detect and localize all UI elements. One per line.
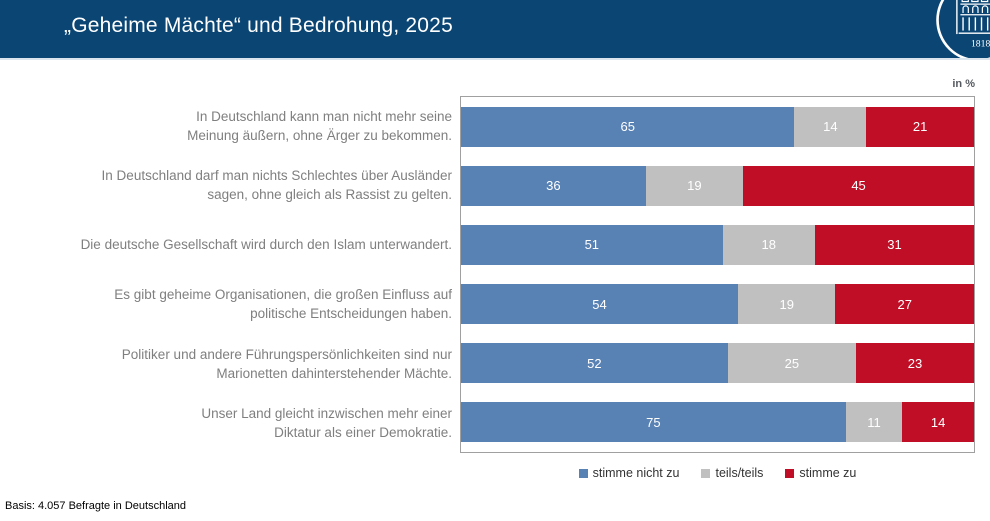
university-seal-icon: 1818 xyxy=(936,0,990,58)
legend-item: stimme nicht zu xyxy=(578,466,680,480)
header-bar: „Geheime Mächte“ und Bedrohung, 2025 181… xyxy=(0,0,990,60)
bar-value: 45 xyxy=(851,178,866,194)
category-labels: In Deutschland kann man nicht mehr seine… xyxy=(0,96,460,453)
basis-note: Basis: 4.057 Befragte in Deutschland xyxy=(5,500,187,512)
chart: in % In Deutschland kann man nicht mehr … xyxy=(0,78,990,480)
category-label-text: In Deutschland kann man nicht mehr seine… xyxy=(187,108,452,143)
stacked-bar: 65 14 21 xyxy=(461,106,974,147)
stacked-bar: 52 25 23 xyxy=(461,343,974,384)
bar-value: 31 xyxy=(887,237,902,253)
bar-segment-teils-teils: 19 xyxy=(645,165,744,206)
bar-value: 14 xyxy=(930,414,946,430)
bar-segment-stimme-zu: 45 xyxy=(743,165,974,206)
legend-swatch xyxy=(785,468,795,478)
bar-row: 52 25 23 xyxy=(461,334,974,393)
category-label: Die deutsche Gesellschaft wird durch den… xyxy=(0,215,460,275)
bar-segment-teils-teils: 18 xyxy=(722,224,815,265)
bar-row: 51 18 31 xyxy=(461,215,974,274)
category-label: Politiker und andere Führungspersönlichk… xyxy=(0,334,460,394)
bar-segment-teils-teils: 19 xyxy=(738,284,836,325)
legend-item: stimme zu xyxy=(785,466,856,480)
bar-value: 21 xyxy=(912,119,928,135)
plot-area: 65 14 21 36 19 45 51 18 31 54 19 27 52 25 23 75 11 14 xyxy=(460,96,975,453)
category-label: In Deutschland darf man nichts Schlechte… xyxy=(0,156,460,216)
bar-value: 27 xyxy=(897,296,912,312)
category-label: Unser Land gleicht inzwischen mehr einer… xyxy=(0,394,460,454)
stacked-bar: 51 18 31 xyxy=(461,224,974,265)
bar-value: 18 xyxy=(761,237,777,253)
bar-segment-stimme-nicht-zu: 65 xyxy=(461,106,795,147)
legend-swatch xyxy=(701,468,711,478)
bar-value: 65 xyxy=(620,119,635,135)
stacked-bar: 75 11 14 xyxy=(461,402,974,443)
legend: stimme nicht zu teils/teils stimme zu xyxy=(460,466,975,480)
bar-value: 23 xyxy=(907,355,923,371)
bar-segment-stimme-zu: 14 xyxy=(902,402,974,443)
bar-value: 19 xyxy=(687,178,702,194)
bar-segment-stimme-zu: 31 xyxy=(814,224,974,265)
bar-segment-stimme-zu: 21 xyxy=(866,106,974,147)
legend-swatch xyxy=(578,468,588,478)
legend-label: stimme zu xyxy=(799,466,857,480)
bar-row: 65 14 21 xyxy=(461,97,974,156)
bar-value: 19 xyxy=(779,296,794,312)
stacked-bar: 54 19 27 xyxy=(461,284,974,325)
bar-segment-stimme-nicht-zu: 75 xyxy=(461,402,846,443)
bar-value: 54 xyxy=(592,296,607,312)
bar-segment-stimme-nicht-zu: 52 xyxy=(461,343,728,384)
bar-value: 14 xyxy=(823,119,838,135)
stacked-bar: 36 19 45 xyxy=(461,165,974,206)
category-label-text: Unser Land gleicht inzwischen mehr einer… xyxy=(201,406,452,441)
seal-year: 1818 xyxy=(971,38,990,49)
legend-item: teils/teils xyxy=(701,466,763,480)
legend-label: teils/teils xyxy=(715,466,764,480)
bar-value: 11 xyxy=(867,414,881,430)
bar-row: 54 19 27 xyxy=(461,275,974,334)
bar-segment-stimme-nicht-zu: 36 xyxy=(461,165,646,206)
category-label: Es gibt geheime Organisationen, die groß… xyxy=(0,275,460,335)
bar-segment-teils-teils: 14 xyxy=(794,106,867,147)
unit-label: in % xyxy=(952,78,975,90)
category-label-text: Die deutsche Gesellschaft wird durch den… xyxy=(80,237,452,253)
category-label-text: In Deutschland darf man nichts Schlechte… xyxy=(101,168,452,203)
bar-value: 75 xyxy=(646,414,661,430)
category-label: In Deutschland kann man nicht mehr seine… xyxy=(0,96,460,156)
bar-row: 75 11 14 xyxy=(461,393,974,452)
slide-title: „Geheime Mächte“ und Bedrohung, 2025 xyxy=(64,14,453,37)
bar-value: 52 xyxy=(587,355,602,371)
category-label-text: Politiker und andere Führungspersönlichk… xyxy=(121,346,452,381)
bar-value: 36 xyxy=(546,178,561,194)
bar-value: 25 xyxy=(784,355,800,371)
bar-segment-stimme-nicht-zu: 51 xyxy=(461,224,723,265)
bar-segment-stimme-nicht-zu: 54 xyxy=(461,284,739,325)
bar-segment-stimme-zu: 23 xyxy=(856,343,974,384)
category-label-text: Es gibt geheime Organisationen, die groß… xyxy=(114,287,452,322)
bar-value: 51 xyxy=(584,237,600,253)
legend-label: stimme nicht zu xyxy=(592,466,680,480)
bar-segment-teils-teils: 11 xyxy=(845,402,903,443)
bar-segment-teils-teils: 25 xyxy=(727,343,856,384)
bar-segment-stimme-zu: 27 xyxy=(835,284,974,325)
bar-row: 36 19 45 xyxy=(461,156,974,215)
